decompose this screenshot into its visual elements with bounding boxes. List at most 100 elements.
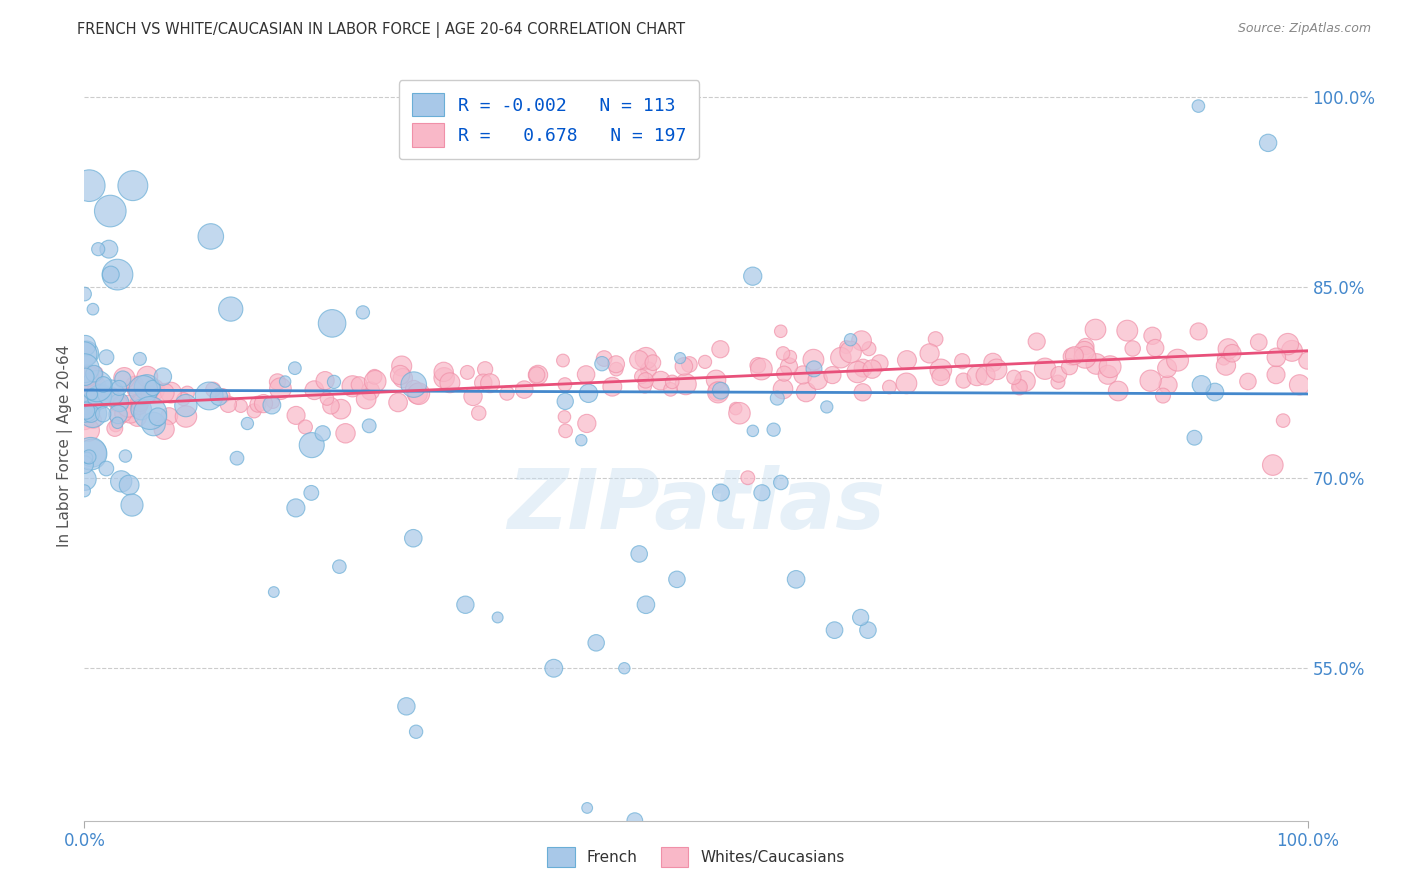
- Point: [80, 383, 103, 397]
- Point: [858, 342, 880, 356]
- Point: [96, 350, 118, 364]
- Point: [634, 379, 657, 393]
- Point: [120, 406, 142, 420]
- Point: [73, 399, 96, 413]
- Point: [472, 376, 495, 390]
- Point: [741, 269, 763, 284]
- Point: [1122, 342, 1144, 356]
- Point: [200, 229, 222, 244]
- Point: [1085, 357, 1108, 371]
- Point: [1063, 349, 1085, 363]
- Point: [751, 362, 773, 376]
- Point: [312, 426, 335, 441]
- Point: [1014, 374, 1036, 388]
- Point: [408, 386, 430, 401]
- Text: Source: ZipAtlas.com: Source: ZipAtlas.com: [1237, 22, 1371, 36]
- Point: [76, 368, 98, 383]
- Point: [1074, 339, 1097, 353]
- Point: [1002, 370, 1025, 384]
- Point: [176, 386, 198, 401]
- Point: [849, 610, 872, 624]
- Point: [117, 399, 139, 413]
- Point: [591, 357, 613, 371]
- Point: [129, 402, 152, 417]
- Point: [526, 368, 548, 382]
- Point: [121, 178, 143, 193]
- Point: [91, 407, 114, 421]
- Point: [104, 421, 127, 435]
- Point: [77, 450, 100, 464]
- Point: [73, 483, 96, 498]
- Point: [830, 351, 852, 365]
- Point: [217, 397, 239, 411]
- Point: [737, 471, 759, 485]
- Point: [73, 412, 96, 426]
- Point: [672, 359, 695, 374]
- Point: [593, 351, 616, 366]
- Point: [139, 406, 162, 420]
- Point: [198, 389, 221, 403]
- Point: [202, 383, 225, 397]
- Point: [728, 406, 751, 420]
- Point: [513, 383, 536, 397]
- Point: [824, 623, 846, 637]
- Point: [118, 478, 141, 492]
- Point: [630, 369, 652, 384]
- Point: [284, 500, 307, 515]
- Point: [316, 392, 339, 406]
- Point: [260, 398, 283, 412]
- Point: [675, 377, 697, 392]
- Point: [266, 375, 288, 389]
- Point: [613, 661, 636, 675]
- Point: [405, 724, 427, 739]
- Point: [87, 242, 110, 256]
- Point: [704, 373, 727, 387]
- Point: [136, 369, 159, 384]
- Point: [107, 416, 129, 430]
- Point: [527, 368, 550, 382]
- Point: [329, 402, 352, 417]
- Point: [1218, 342, 1240, 356]
- Point: [122, 404, 145, 418]
- Point: [924, 332, 946, 346]
- Point: [650, 374, 672, 388]
- Point: [807, 373, 830, 387]
- Point: [851, 334, 873, 348]
- Point: [136, 391, 159, 405]
- Point: [132, 383, 155, 397]
- Point: [1157, 378, 1180, 392]
- Point: [433, 371, 456, 385]
- Point: [986, 362, 1008, 376]
- Point: [100, 268, 122, 282]
- Point: [304, 383, 326, 397]
- Point: [1152, 388, 1174, 402]
- Point: [869, 356, 891, 370]
- Point: [73, 472, 96, 486]
- Point: [73, 399, 96, 413]
- Point: [852, 385, 875, 400]
- Point: [77, 403, 100, 417]
- Point: [90, 387, 112, 401]
- Point: [349, 377, 371, 392]
- Point: [966, 368, 988, 383]
- Point: [84, 384, 107, 398]
- Point: [856, 623, 879, 637]
- Point: [314, 374, 336, 388]
- Point: [93, 377, 115, 392]
- Point: [1084, 322, 1107, 336]
- Point: [860, 362, 883, 376]
- Point: [172, 392, 194, 406]
- Point: [364, 374, 387, 388]
- Point: [87, 378, 110, 392]
- Point: [108, 381, 131, 395]
- Point: [75, 339, 97, 353]
- Point: [707, 385, 730, 400]
- Point: [79, 447, 101, 461]
- Point: [395, 699, 418, 714]
- Point: [73, 361, 96, 376]
- Point: [406, 386, 429, 401]
- Point: [127, 409, 149, 424]
- Point: [486, 610, 509, 624]
- Point: [1265, 351, 1288, 365]
- Point: [794, 385, 817, 400]
